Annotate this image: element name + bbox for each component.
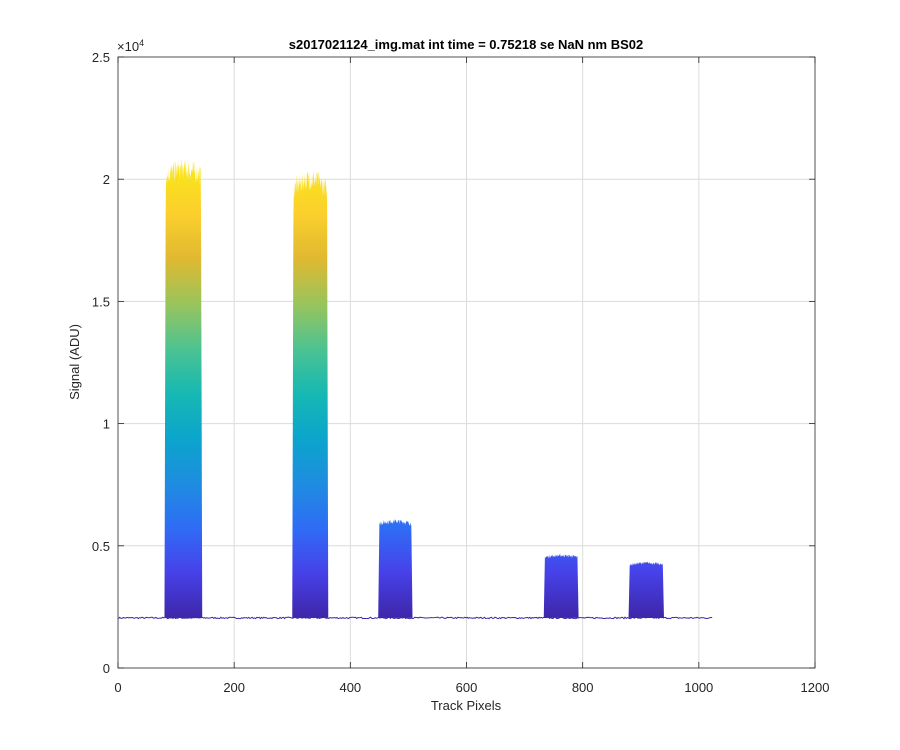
x-axis-ticks: 0 200 400 600 800 1000 1200 — [114, 57, 829, 695]
grid-lines — [118, 57, 815, 668]
y-tick-label: 0.5 — [92, 539, 110, 554]
x-tick-label: 0 — [114, 680, 121, 695]
baseline-trace — [118, 616, 713, 620]
x-tick-label: 400 — [339, 680, 361, 695]
chart-title: s2017021124_img.mat int time = 0.75218 s… — [289, 37, 643, 52]
x-tick-label: 1000 — [684, 680, 713, 695]
y-tick-label: 1.5 — [92, 294, 110, 309]
y-exponent-power: 4 — [139, 38, 144, 48]
y-tick-label: 1 — [103, 417, 110, 432]
signal-peak-5 — [628, 561, 664, 618]
y-exponent-base: ×10 — [117, 39, 139, 54]
x-axis-label: Track Pixels — [431, 698, 502, 713]
signal-peak-4 — [543, 554, 579, 618]
signal-peak-2 — [292, 170, 329, 618]
signal-peak-1 — [164, 158, 203, 618]
signal-series — [118, 158, 713, 620]
y-tick-label: 0 — [103, 661, 110, 676]
x-tick-label: 1200 — [801, 680, 830, 695]
y-axis-label: Signal (ADU) — [67, 324, 82, 400]
y-tick-label: 2 — [103, 172, 110, 187]
y-axis-ticks: 0 0.5 1 1.5 2 2.5 — [92, 50, 815, 676]
x-tick-label: 600 — [456, 680, 478, 695]
y-exponent-label: ×104 — [117, 38, 144, 54]
signal-peak-3 — [378, 519, 413, 618]
x-tick-label: 800 — [572, 680, 594, 695]
x-tick-label: 200 — [223, 680, 245, 695]
y-tick-label: 2.5 — [92, 50, 110, 65]
